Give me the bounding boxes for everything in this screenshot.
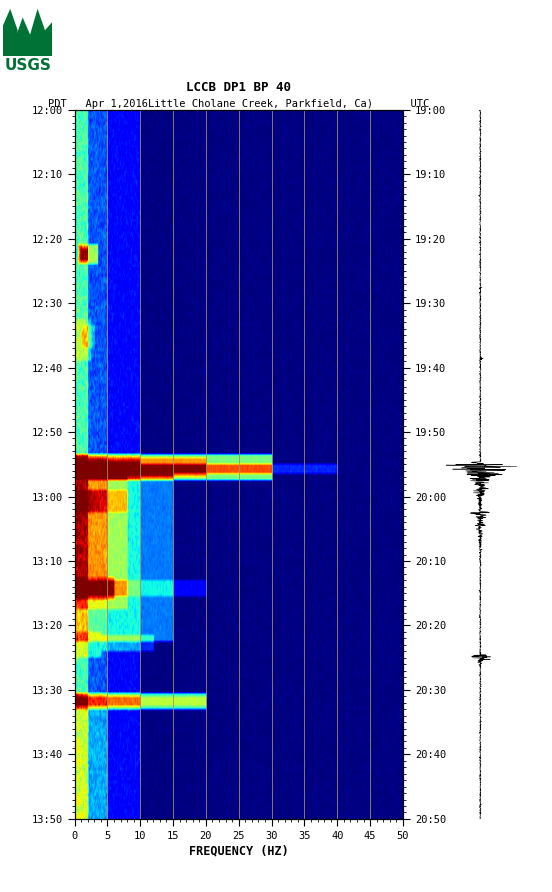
- Polygon shape: [3, 9, 18, 56]
- X-axis label: FREQUENCY (HZ): FREQUENCY (HZ): [189, 845, 289, 858]
- Text: PDT   Apr 1,2016Little Cholane Creek, Parkfield, Ca)      UTC: PDT Apr 1,2016Little Cholane Creek, Park…: [48, 99, 429, 109]
- Text: LCCB DP1 BP 40: LCCB DP1 BP 40: [186, 80, 291, 94]
- Polygon shape: [15, 9, 52, 56]
- Text: USGS: USGS: [4, 58, 51, 73]
